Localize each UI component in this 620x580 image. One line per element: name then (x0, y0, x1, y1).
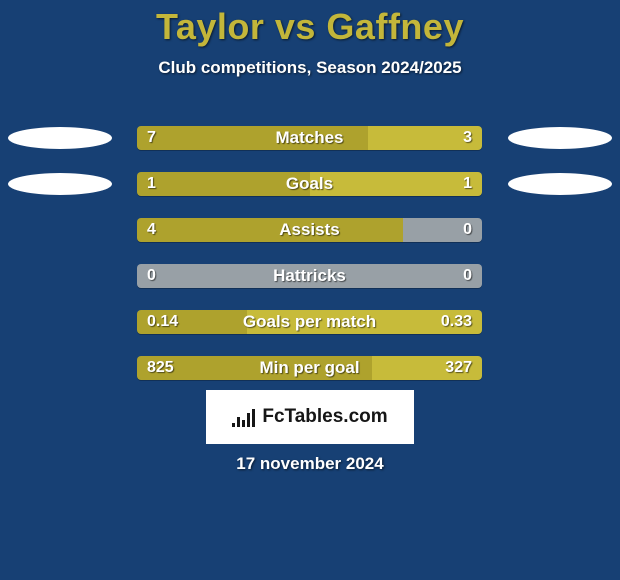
stat-bar-left (137, 218, 403, 242)
stat-bar-left (137, 126, 368, 150)
player-right-placeholder (508, 173, 612, 195)
stat-row: 825327Min per goal (0, 356, 620, 380)
stat-bar-left (137, 264, 310, 288)
stat-value-left: 825 (147, 356, 174, 380)
stat-value-left: 1 (147, 172, 156, 196)
stat-value-left: 0 (147, 264, 156, 288)
stat-row: 73Matches (0, 126, 620, 150)
page-title: Taylor vs Gaffney (0, 0, 620, 48)
player-left-placeholder (8, 173, 112, 195)
stat-value-left: 0.14 (147, 310, 178, 334)
stat-row: 0.140.33Goals per match (0, 310, 620, 334)
stat-row: 00Hattricks (0, 264, 620, 288)
stat-row: 11Goals (0, 172, 620, 196)
stat-bar-right (310, 264, 483, 288)
player-left-placeholder (8, 127, 112, 149)
stat-rows: 73Matches11Goals40Assists00Hattricks0.14… (0, 126, 620, 402)
stat-bar-left (137, 172, 310, 196)
page-subtitle: Club competitions, Season 2024/2025 (0, 58, 620, 78)
stat-bar: 00Hattricks (137, 264, 482, 288)
brand-bars-icon (232, 407, 256, 427)
stat-bar: 11Goals (137, 172, 482, 196)
comparison-infographic: Taylor vs Gaffney Club competitions, Sea… (0, 0, 620, 580)
stat-bar: 73Matches (137, 126, 482, 150)
stat-row: 40Assists (0, 218, 620, 242)
stat-bar: 0.140.33Goals per match (137, 310, 482, 334)
brand-badge: FcTables.com (206, 390, 414, 444)
stat-value-right: 0 (463, 264, 472, 288)
player-right-placeholder (508, 127, 612, 149)
stat-value-right: 0 (463, 218, 472, 242)
stat-value-right: 327 (445, 356, 472, 380)
stat-bar-right (310, 172, 483, 196)
stat-value-right: 0.33 (441, 310, 472, 334)
stat-value-right: 3 (463, 126, 472, 150)
stat-value-left: 7 (147, 126, 156, 150)
stat-value-right: 1 (463, 172, 472, 196)
stat-bar: 40Assists (137, 218, 482, 242)
date-text: 17 november 2024 (0, 454, 620, 474)
stat-bar: 825327Min per goal (137, 356, 482, 380)
brand-text: FcTables.com (262, 406, 387, 428)
stat-value-left: 4 (147, 218, 156, 242)
